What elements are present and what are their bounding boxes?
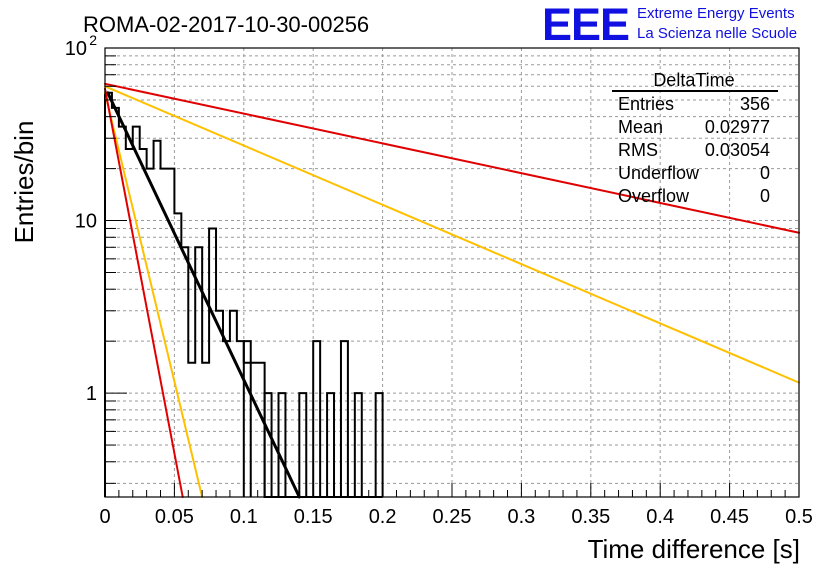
eee-logo: EEE Extreme Energy Events La Scienza nel…	[542, 0, 797, 50]
stats-value-rms: 0.03054	[705, 140, 770, 160]
chart-title: ROMA-02-2017-10-30-00256	[83, 12, 369, 37]
x-tick-label: 0.4	[646, 506, 674, 528]
fit-line	[104, 85, 800, 384]
fit-line	[106, 91, 301, 499]
axis-ticks: 0 0.05 0.1 0.15 0.2 0.25 0.3 0.35 0.4 0.45 0.5 1 10 1…	[65, 32, 813, 528]
histogram-bin	[326, 392, 336, 497]
histogram-bin	[263, 392, 273, 497]
histogram-bin	[298, 392, 308, 497]
x-axis-title: Time difference [s]	[588, 534, 800, 564]
x-tick-label: 0.3	[507, 506, 535, 528]
stats-box-name: DeltaTime	[653, 70, 734, 90]
histogram-bin	[353, 392, 363, 497]
histogram-bin	[339, 340, 349, 497]
x-tick-label: 0.2	[369, 506, 397, 528]
logo-line-2: La Scienza nelle Scuole	[637, 25, 797, 42]
histogram-bin	[277, 392, 287, 497]
y-tick-label: 1	[86, 383, 97, 405]
stats-label-mean: Mean	[618, 117, 663, 137]
stats-label-overflow: Overflow	[618, 186, 690, 206]
x-tick-label: 0.25	[433, 506, 472, 528]
fit-line	[104, 87, 184, 498]
stats-value-underflow: 0	[760, 163, 770, 183]
stats-label-entries: Entries	[618, 94, 674, 114]
fit-line	[104, 82, 800, 234]
fit-line	[104, 91, 204, 498]
histogram-bin	[312, 340, 322, 497]
stats-value-overflow: 0	[760, 186, 770, 206]
stats-box: DeltaTime Entries 356 Mean 0.02977 RMS 0…	[612, 70, 778, 206]
x-tick-label: 0.5	[785, 506, 813, 528]
x-tick-label: 0.1	[230, 506, 258, 528]
histogram-bin	[374, 392, 384, 497]
logo-mark: EEE	[542, 0, 629, 50]
y-axis-title: Entries/bin	[9, 121, 39, 244]
stats-label-rms: RMS	[618, 140, 658, 160]
x-tick-label: 0.35	[571, 506, 610, 528]
x-tick-label: 0.45	[710, 506, 749, 528]
x-tick-label: 0	[99, 506, 110, 528]
fit-lines	[104, 82, 800, 499]
y-tick-exponent: 2	[89, 32, 97, 48]
histogram-bin	[242, 340, 252, 497]
x-tick-label: 0.05	[155, 506, 194, 528]
stats-value-mean: 0.02977	[705, 117, 770, 137]
stats-value-entries: 356	[740, 94, 770, 114]
y-tick-label: 10	[75, 211, 97, 233]
stats-label-underflow: Underflow	[618, 163, 700, 183]
logo-line-1: Extreme Energy Events	[637, 5, 795, 22]
y-tick-label: 10	[65, 38, 87, 60]
x-tick-label: 0.15	[294, 506, 333, 528]
